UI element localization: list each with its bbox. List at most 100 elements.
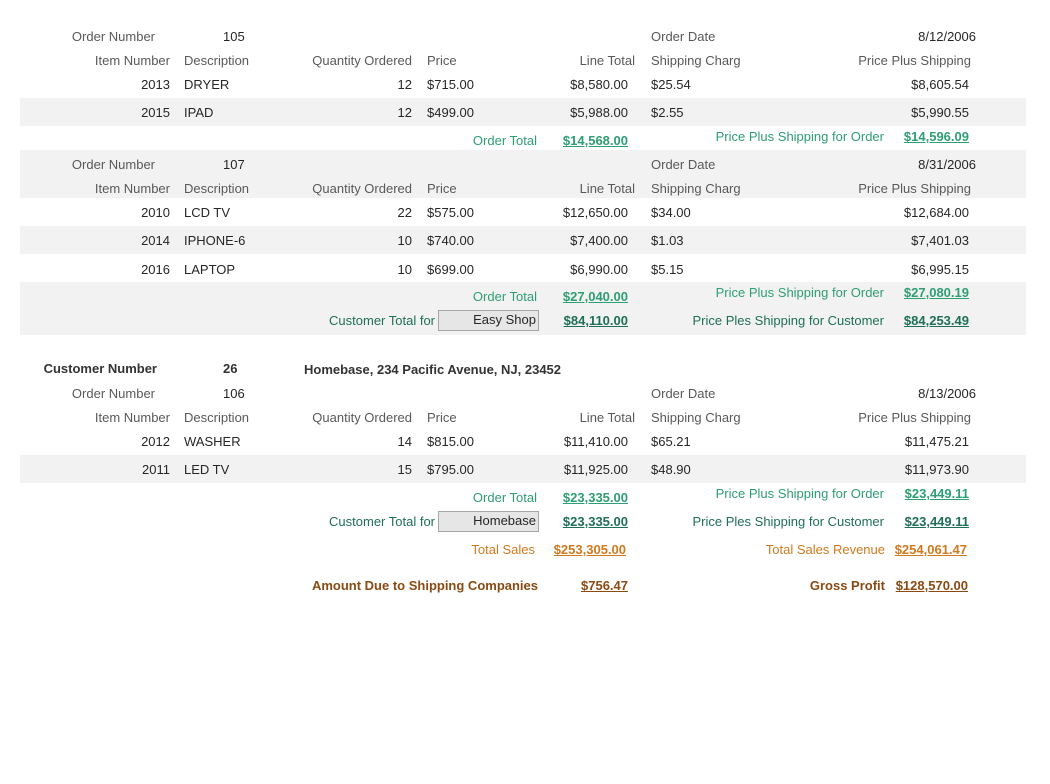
amount-due-shipping-label: Amount Due to Shipping Companies — [311, 578, 538, 593]
pps-header: Price Plus Shipping — [858, 53, 971, 68]
item-number: 2013 — [141, 77, 170, 92]
item-description: IPHONE-6 — [184, 233, 246, 248]
item-shipping: $34.00 — [651, 205, 691, 220]
quantity-header: Quantity Ordered — [312, 53, 412, 68]
item-line-total: $12,650.00 — [562, 205, 628, 220]
pps-order-label: Price Plus Shipping for Order — [715, 285, 884, 300]
price-header: Price — [427, 181, 457, 196]
row-band — [20, 150, 1026, 198]
pps-order-label: Price Plus Shipping for Order — [715, 129, 884, 144]
item-line-total: $11,925.00 — [563, 462, 628, 477]
customer-number-label: Customer Number — [43, 361, 157, 376]
item-pps: $7,401.03 — [911, 233, 969, 248]
pps-header: Price Plus Shipping — [858, 181, 971, 196]
customer-name-field[interactable]: Easy Shop — [438, 310, 539, 331]
item-shipping: $65.21 — [651, 434, 691, 449]
customer-total-value[interactable]: $23,335.00 — [562, 514, 628, 529]
price-header: Price — [427, 53, 457, 68]
order-date-value: 8/12/2006 — [918, 29, 976, 44]
item-description: LED TV — [184, 462, 230, 477]
customer-total-label: Customer Total for — [329, 313, 435, 328]
item-number-header: Item Number — [94, 410, 170, 425]
total-sales-revenue-value[interactable]: $254,061.47 — [894, 542, 967, 557]
row-band — [20, 226, 1026, 254]
order-date-label: Order Date — [651, 157, 716, 172]
row-band — [20, 98, 1026, 126]
description-header: Description — [184, 181, 250, 196]
item-line-total: $6,990.00 — [570, 262, 628, 277]
shipping-header: Shipping Charg — [651, 53, 741, 68]
price-header: Price — [427, 410, 457, 425]
order-number-label: Order Number — [71, 29, 155, 44]
line-total-header: Line Total — [579, 410, 635, 425]
item-number: 2011 — [142, 462, 170, 477]
quantity-header: Quantity Ordered — [312, 181, 412, 196]
pps-order-value[interactable]: $27,080.19 — [903, 285, 969, 300]
item-description: WASHER — [184, 434, 241, 449]
customer-total-value[interactable]: $84,110.00 — [563, 313, 628, 328]
item-line-total: $8,580.00 — [570, 77, 628, 92]
item-number: 2010 — [141, 205, 170, 220]
description-header: Description — [184, 53, 250, 68]
total-sales-label: Total Sales — [471, 542, 535, 557]
item-number: 2014 — [141, 233, 170, 248]
item-shipping: $25.54 — [651, 77, 691, 92]
order-total-value[interactable]: $27,040.00 — [562, 289, 628, 304]
pps-order-label: Price Plus Shipping for Order — [715, 486, 884, 501]
item-pps: $11,475.21 — [904, 434, 969, 449]
item-quantity: 10 — [397, 233, 412, 248]
line-total-header: Line Total — [579, 181, 635, 196]
item-quantity: 14 — [397, 434, 412, 449]
item-pps: $11,973.90 — [904, 462, 969, 477]
item-quantity: 12 — [397, 105, 412, 120]
gross-profit-label: Gross Profit — [809, 578, 885, 593]
customer-number-value: 26 — [223, 361, 238, 376]
item-price: $795.00 — [427, 462, 474, 477]
pps-order-value[interactable]: $14,596.09 — [903, 129, 969, 144]
item-description: IPAD — [184, 105, 214, 120]
item-pps: $8,605.54 — [911, 77, 969, 92]
item-quantity: 10 — [397, 262, 412, 277]
order-number-value: 106 — [223, 386, 245, 401]
amount-due-shipping-value[interactable]: $756.47 — [581, 578, 628, 593]
item-number-header: Item Number — [94, 181, 170, 196]
pps-order-value[interactable]: $23,449.11 — [904, 486, 969, 501]
item-price: $499.00 — [427, 105, 474, 120]
item-quantity: 22 — [397, 205, 412, 220]
pps-customer-label: Price Ples Shipping for Customer — [692, 313, 884, 328]
order-total-value[interactable]: $14,568.00 — [562, 133, 628, 148]
pps-customer-label: Price Ples Shipping for Customer — [692, 514, 884, 529]
item-number: 2016 — [141, 262, 170, 277]
item-shipping: $5.15 — [651, 262, 684, 277]
shipping-header: Shipping Charg — [651, 181, 741, 196]
order-date-value: 8/31/2006 — [918, 157, 976, 172]
item-price: $815.00 — [427, 434, 474, 449]
order-number-value: 107 — [223, 157, 245, 172]
pps-customer-value[interactable]: $84,253.49 — [903, 313, 969, 328]
customer-name-field[interactable]: Homebase — [438, 511, 539, 532]
item-price: $699.00 — [427, 262, 474, 277]
total-sales-revenue-label: Total Sales Revenue — [765, 542, 885, 557]
order-date-label: Order Date — [651, 29, 716, 44]
item-shipping: $1.03 — [651, 233, 684, 248]
order-total-label: Order Total — [472, 289, 537, 304]
item-line-total: $11,410.00 — [563, 434, 628, 449]
item-description: LAPTOP — [184, 262, 236, 277]
item-quantity: 15 — [397, 462, 412, 477]
item-number-header: Item Number — [94, 53, 170, 68]
gross-profit-value[interactable]: $128,570.00 — [895, 578, 968, 593]
item-shipping: $2.55 — [651, 105, 684, 120]
item-quantity: 12 — [397, 77, 412, 92]
order-number-value: 105 — [223, 29, 245, 44]
row-band — [20, 455, 1026, 483]
order-number-label: Order Number — [71, 157, 155, 172]
order-date-value: 8/13/2006 — [918, 386, 976, 401]
order-total-label: Order Total — [472, 133, 537, 148]
order-total-value[interactable]: $23,335.00 — [562, 490, 628, 505]
item-pps: $5,990.55 — [911, 105, 969, 120]
shipping-header: Shipping Charg — [651, 410, 741, 425]
customer-address: Homebase, 234 Pacific Avenue, NJ, 23452 — [304, 362, 562, 377]
item-line-total: $7,400.00 — [570, 233, 628, 248]
total-sales-value[interactable]: $253,305.00 — [553, 542, 626, 557]
pps-customer-value[interactable]: $23,449.11 — [904, 514, 969, 529]
